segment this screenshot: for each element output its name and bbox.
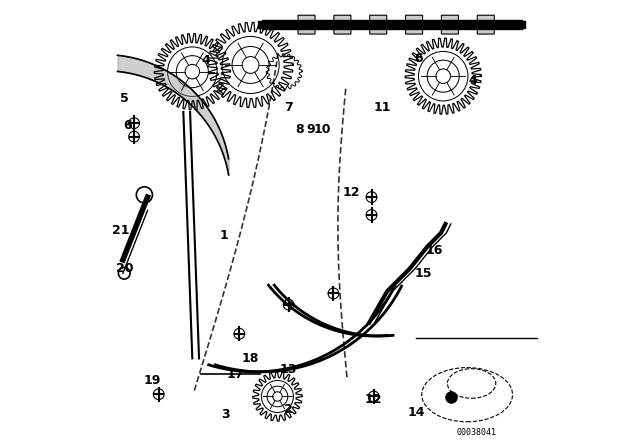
Text: 1: 1 (220, 228, 228, 242)
FancyBboxPatch shape (298, 15, 315, 34)
Text: 14: 14 (408, 405, 425, 419)
Text: 16: 16 (426, 244, 443, 258)
Text: 21: 21 (112, 224, 129, 237)
Text: 5: 5 (120, 92, 129, 105)
Text: 15: 15 (414, 267, 432, 280)
Text: 3: 3 (221, 408, 230, 421)
Text: 9: 9 (307, 123, 316, 137)
FancyBboxPatch shape (442, 15, 458, 34)
FancyBboxPatch shape (334, 15, 351, 34)
FancyBboxPatch shape (477, 15, 494, 34)
Text: 6: 6 (414, 52, 423, 65)
Text: 17: 17 (226, 367, 244, 381)
FancyBboxPatch shape (370, 15, 387, 34)
Text: 19: 19 (143, 374, 161, 388)
Text: 11: 11 (374, 101, 392, 114)
Text: 8: 8 (296, 123, 304, 137)
Text: 4: 4 (202, 54, 210, 67)
Text: 00038041: 00038041 (457, 428, 497, 437)
FancyBboxPatch shape (406, 15, 422, 34)
Text: 6: 6 (123, 119, 132, 132)
Text: 18: 18 (242, 352, 259, 365)
Text: 10: 10 (314, 123, 331, 137)
Text: 4: 4 (468, 74, 477, 87)
Text: 2: 2 (284, 403, 293, 417)
Text: 20: 20 (116, 262, 134, 276)
Text: 12: 12 (365, 393, 383, 406)
Text: 7: 7 (284, 101, 293, 114)
Text: 13: 13 (280, 363, 298, 376)
Text: 12: 12 (342, 186, 360, 199)
